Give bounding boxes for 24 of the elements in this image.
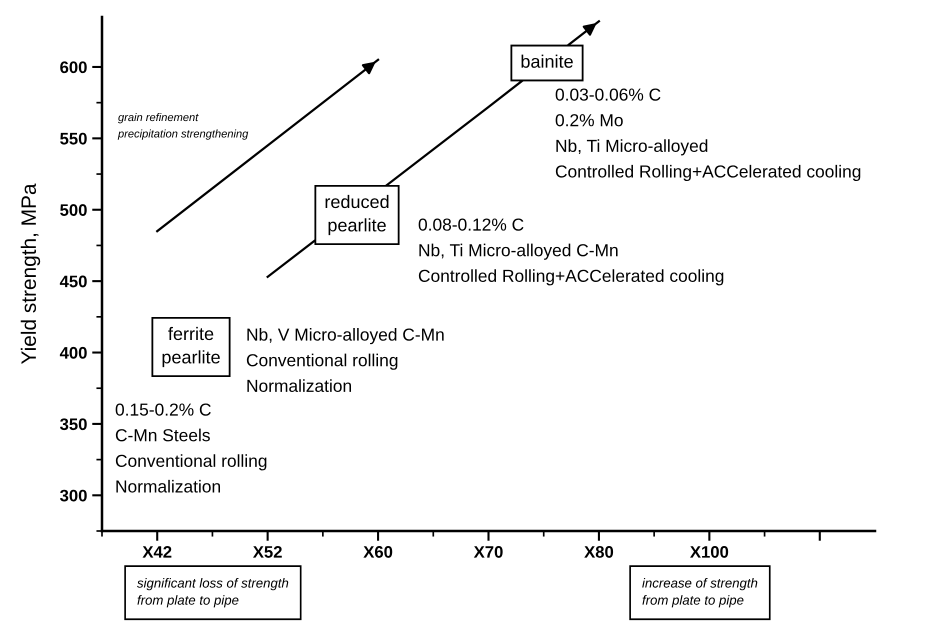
annotation: reduced pearlite — [326, 194, 388, 236]
x-tick-label: X100 — [690, 546, 728, 558]
y-tick-label: 400 — [60, 346, 87, 359]
text: increase of strength from plate to pipe — [642, 578, 758, 608]
y-tick-label: 550 — [60, 132, 87, 145]
annotation: 0.15-0.2% C C-Mn Steels Conventional rolling Normalization — [116, 403, 266, 493]
annotation: 0.03-0.06% C 0.2% Mo Nb, Ti Micro-alloyed Controlled Rolling+ACCelerated cooling — [556, 88, 860, 182]
y-tick-label: 300 — [60, 490, 87, 502]
x-tick-label: X70 — [474, 546, 503, 558]
y-tick-label: 450 — [60, 276, 87, 288]
annotation: Nb, V Micro-alloyed C-Mn Conventional rolling Normalization — [246, 328, 444, 392]
x-tick-label: X80 — [584, 546, 614, 558]
annotation: grain refinement precipitation strengthening — [118, 113, 248, 140]
y-tick-label: 600 — [60, 61, 87, 74]
annotation: ferrite pearlite — [162, 326, 220, 368]
y-tick-label: 500 — [60, 204, 87, 216]
text: significant loss of strength from plate to pipe — [137, 578, 288, 608]
annotation: 0.08-0.12% C Nb, Ti Micro-alloyed C-Mn Controlled Rolling+ACCelerated cooling — [418, 218, 724, 286]
y-tick-label: 350 — [60, 418, 87, 430]
y-axis-title: Yield strength, MPa — [20, 183, 40, 364]
x-tick-label: X60 — [363, 546, 392, 558]
annotation: bainite — [522, 54, 573, 68]
x-tick-label: X42 — [142, 546, 172, 558]
x-tick-label: X52 — [252, 546, 282, 558]
